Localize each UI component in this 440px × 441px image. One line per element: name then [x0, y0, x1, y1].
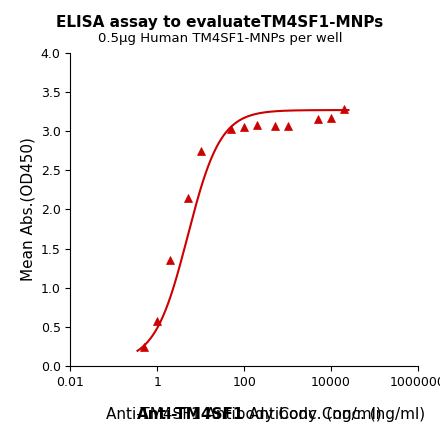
- Text: Anti-TM4SF1 Antibody Conc. (ng/ml): Anti-TM4SF1 Antibody Conc. (ng/ml): [106, 407, 382, 422]
- Text: Anti-TM4SF1: Anti-TM4SF1: [137, 407, 244, 422]
- Text: 0.5μg Human TM4SF1-MNPs per well: 0.5μg Human TM4SF1-MNPs per well: [98, 32, 342, 45]
- Y-axis label: Mean Abs.(OD450): Mean Abs.(OD450): [20, 138, 35, 281]
- Text: Antibody Conc. (ng/ml): Antibody Conc. (ng/ml): [244, 407, 425, 422]
- Text: ELISA assay to evaluateTM4SF1-MNPs: ELISA assay to evaluateTM4SF1-MNPs: [56, 15, 384, 30]
